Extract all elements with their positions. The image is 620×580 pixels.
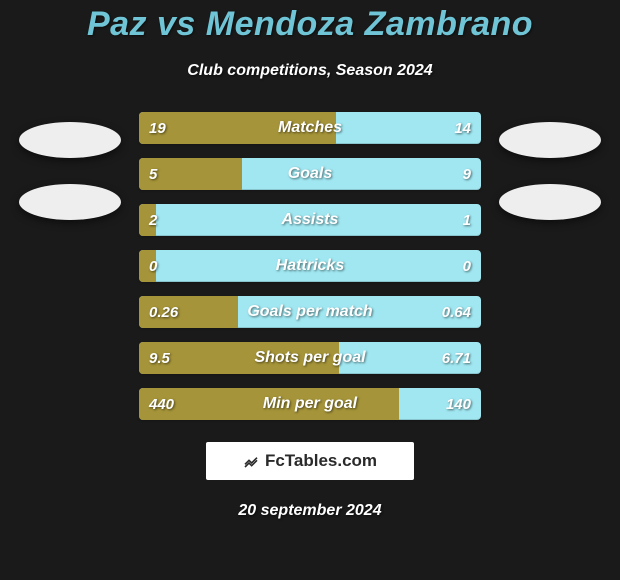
stat-label: Hattricks: [139, 250, 481, 282]
avatar: [499, 184, 601, 220]
stat-bar: Assists21: [139, 204, 481, 236]
comparison-chart: Matches1914 Goals59 Assists21 Hattricks00 Go…: [0, 112, 620, 420]
stat-bar: Matches1914: [139, 112, 481, 144]
bar-fill-left: [139, 296, 238, 328]
footer-date: 20 september 2024: [0, 502, 620, 520]
bar-fill-left: [139, 112, 336, 144]
branding-text: FcTables.com: [265, 451, 377, 471]
stat-bar: Hattricks00: [139, 250, 481, 282]
subtitle: Club competitions, Season 2024: [0, 62, 620, 80]
stat-value-right: 9: [453, 158, 481, 190]
page-title: Paz vs Mendoza Zambrano: [0, 5, 620, 44]
bar-fill-left: [139, 388, 399, 420]
avatar: [499, 122, 601, 158]
stat-label: Assists: [139, 204, 481, 236]
left-player-avatars: [19, 112, 121, 220]
bar-fill-left: [139, 158, 242, 190]
bar-fill-left: [139, 250, 156, 282]
bar-fill-left: [139, 342, 339, 374]
stat-bar: Shots per goal9.56.71: [139, 342, 481, 374]
stat-value-right: 140: [436, 388, 481, 420]
chart-icon: [243, 453, 259, 469]
right-player-avatars: [499, 112, 601, 220]
avatar: [19, 122, 121, 158]
stat-value-right: 14: [444, 112, 481, 144]
stat-bars: Matches1914 Goals59 Assists21 Hattricks00 Go…: [139, 112, 481, 420]
stat-bar: Goals per match0.260.64: [139, 296, 481, 328]
bar-fill-left: [139, 204, 156, 236]
stat-value-right: 0.64: [432, 296, 481, 328]
stat-value-right: 1: [453, 204, 481, 236]
stat-value-right: 0: [453, 250, 481, 282]
branding-badge: FcTables.com: [206, 442, 414, 480]
stat-bar: Min per goal440140: [139, 388, 481, 420]
avatar: [19, 184, 121, 220]
stat-value-right: 6.71: [432, 342, 481, 374]
stat-bar: Goals59: [139, 158, 481, 190]
